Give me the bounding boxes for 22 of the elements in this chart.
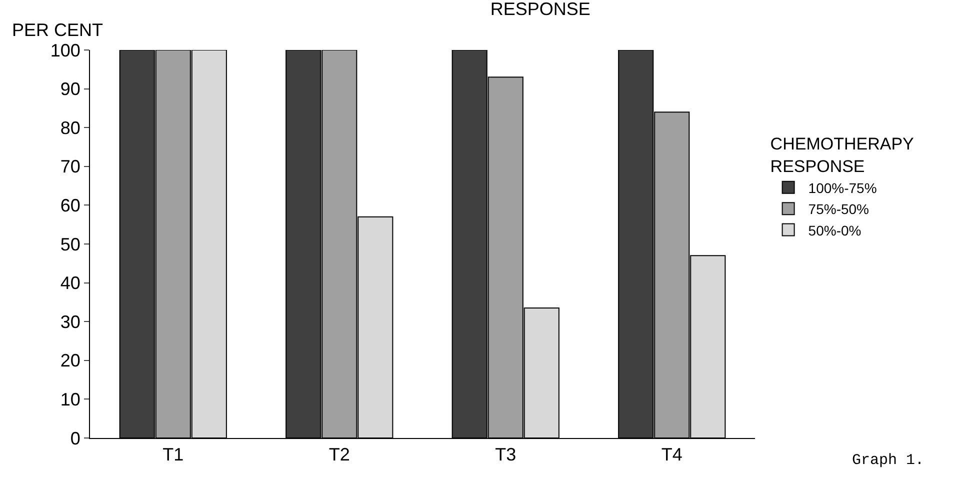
legend-label: 75%-50% — [808, 201, 870, 218]
x-tick-label: T2 — [328, 444, 350, 465]
y-tick-label: 0 — [70, 428, 80, 448]
y-tick-label: 40 — [60, 273, 80, 294]
y-tick-label: 100 — [50, 40, 80, 60]
x-tick-label: T1 — [162, 444, 184, 465]
x-tick-label: T4 — [661, 444, 682, 465]
y-tick-label: 30 — [60, 312, 80, 332]
caption: Graph 1. — [852, 452, 924, 469]
legend-label: 50%-0% — [808, 222, 862, 238]
y-tick-label: 70 — [60, 156, 80, 177]
y-tick-label: 20 — [60, 350, 80, 371]
y-tick-label: 60 — [60, 196, 80, 216]
y-axis-title: PER CENT — [12, 20, 104, 40]
y-tick-label: 80 — [60, 118, 80, 138]
x-tick-label: T3 — [495, 444, 516, 465]
legend-label: 100%-75% — [808, 180, 877, 196]
y-tick-label: 90 — [60, 79, 80, 100]
legend-title: CHEMOTHERAPY RESPONSE — [770, 134, 914, 176]
y-tick-label: 10 — [60, 390, 80, 410]
y-tick-label: 50 — [60, 234, 80, 254]
chart-title: RESPONSE — [490, 0, 590, 20]
